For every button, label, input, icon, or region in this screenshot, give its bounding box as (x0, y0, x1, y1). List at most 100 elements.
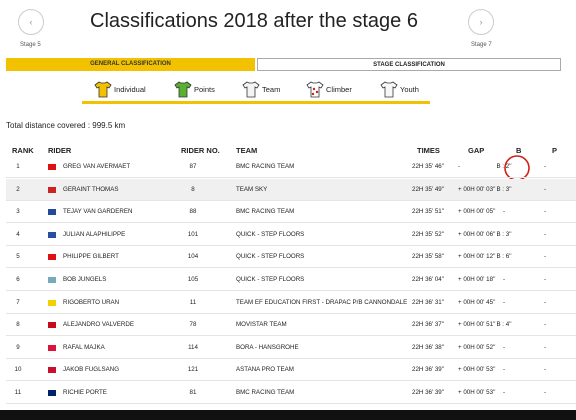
table-cell: JULIAN ALAPHILIPPE (63, 230, 126, 238)
table-cell: 22H 36' 39'' (412, 389, 445, 396)
table-row[interactable] (6, 156, 576, 178)
table-row[interactable] (6, 382, 576, 404)
table-cell: 1 (16, 163, 20, 170)
next-label[interactable]: Stage 7 (471, 42, 492, 48)
table-cell: - (543, 253, 547, 261)
table-cell: 5 (16, 253, 20, 261)
next-button[interactable]: › (468, 9, 494, 35)
table-cell: BMC RACING TEAM (236, 389, 295, 396)
table-cell: + 00H 00' 53'' (458, 366, 496, 374)
table-cell: B : 4'' (496, 321, 512, 329)
table-cell: TEJAY VAN GARDEREN (63, 208, 133, 216)
jersey-icon[interactable] (380, 80, 398, 98)
subtab-label[interactable]: Team (262, 85, 281, 94)
table-cell: ALEJANDRO VALVERDE (63, 321, 134, 329)
subtab-label[interactable]: Individual (114, 85, 146, 94)
table-cell: BOB JUNGELS (63, 276, 107, 283)
table-cell: 114 (188, 343, 198, 351)
table-cell: 11 (14, 389, 22, 396)
table-cell: 87 (189, 163, 197, 170)
jersey-icon[interactable] (174, 80, 192, 98)
table-cell: ASTANA PRO TEAM (236, 366, 294, 374)
table-cell: JAKOB FUGLSANG (63, 366, 120, 374)
table-cell: 81 (189, 389, 197, 396)
column-header: B (516, 146, 522, 155)
table-row[interactable] (6, 359, 576, 382)
table-cell: 22H 35' 49'' (412, 185, 445, 193)
table-cell: B : 3'' (496, 185, 512, 193)
subtab-underline (82, 101, 430, 104)
table-cell: 22H 35' 51'' (412, 208, 445, 216)
table-cell: 22H 35' 52'' (412, 230, 445, 238)
column-header: RIDER (48, 146, 72, 155)
table-cell: BMC RACING TEAM (236, 208, 295, 216)
table-cell: 22H 36' 37'' (412, 321, 445, 329)
table-cell: - (458, 163, 461, 170)
table-cell: - (543, 185, 547, 193)
table-cell: 6 (16, 276, 20, 283)
table-cell: - (502, 298, 506, 306)
table-cell: 22H 36' 38'' (412, 343, 445, 351)
table-cell: RIGOBERTO URAN (63, 298, 120, 306)
table-cell: 105 (187, 276, 199, 283)
table-cell: - (543, 343, 547, 351)
column-header: TIMES (417, 146, 440, 155)
table-row[interactable] (6, 269, 576, 291)
tab-stage[interactable]: STAGE CLASSIFICATION (257, 58, 561, 71)
table-row[interactable] (6, 292, 576, 314)
table-cell: - (502, 366, 506, 374)
table-cell: 9 (16, 343, 20, 351)
table-row[interactable] (6, 224, 576, 246)
jersey-icon[interactable] (242, 80, 260, 98)
table-cell: B : 2'' (496, 163, 512, 170)
subtab-label[interactable]: Youth (400, 85, 419, 94)
table-cell: 22H 35' 46'' (412, 163, 445, 170)
table-cell: 7 (16, 298, 20, 306)
table-row[interactable] (6, 201, 576, 224)
table-cell: BORA - HANSGROHE (236, 343, 299, 351)
prev-label[interactable]: Stage 5 (20, 42, 41, 48)
table-cell: 78 (189, 321, 197, 329)
table-cell: + 00H 00' 45'' (458, 298, 496, 306)
table-cell: - (543, 163, 547, 170)
table-cell: 22H 36' 04'' (412, 276, 445, 283)
distance: Total distance covered : 999.5 km (6, 121, 126, 130)
column-header: RIDER NO. (181, 146, 220, 155)
table-row[interactable] (6, 246, 576, 269)
flag (48, 186, 56, 193)
tab-general[interactable]: GENERAL CLASSIFICATION (6, 58, 255, 71)
table-row[interactable] (6, 337, 576, 359)
table-cell: - (543, 298, 547, 306)
table-cell: + 00H 00' 12'' (458, 253, 496, 261)
flag (48, 322, 56, 329)
table-cell: - (543, 208, 547, 216)
table-cell: + 00H 00' 03'' (458, 185, 496, 193)
title: Classifications 2018 after the stage 6 (90, 10, 418, 32)
subtab-label[interactable]: Climber (326, 85, 352, 94)
flag (48, 277, 56, 283)
table-cell: - (502, 389, 506, 396)
table-cell: RAFAL MAJKA (63, 343, 105, 351)
jersey-icon[interactable] (306, 80, 324, 98)
table-cell: 10 (14, 366, 22, 374)
table-cell: + 00H 00' 52'' (458, 343, 496, 351)
jersey-icon[interactable] (94, 80, 112, 98)
table-cell: 22H 36' 31'' (412, 298, 445, 306)
table-cell: 8 (191, 185, 195, 193)
table-cell: 8 (16, 321, 20, 329)
table-cell: QUICK - STEP FLOORS (236, 276, 305, 283)
table-row[interactable] (6, 178, 576, 201)
flag (48, 231, 56, 238)
table-cell: - (502, 276, 506, 283)
table-cell: 2 (16, 185, 20, 193)
column-header: TEAM (236, 146, 258, 155)
column-header: RANK (12, 146, 34, 155)
subtab-label[interactable]: Points (194, 85, 215, 94)
table-cell: RICHIE PORTE (63, 389, 107, 396)
table-row[interactable] (6, 314, 576, 337)
table-cell: GERAINT THOMAS (63, 185, 119, 193)
column-header: P (552, 146, 558, 155)
prev-button[interactable]: ‹ (18, 9, 44, 35)
footer-bar (0, 410, 576, 420)
